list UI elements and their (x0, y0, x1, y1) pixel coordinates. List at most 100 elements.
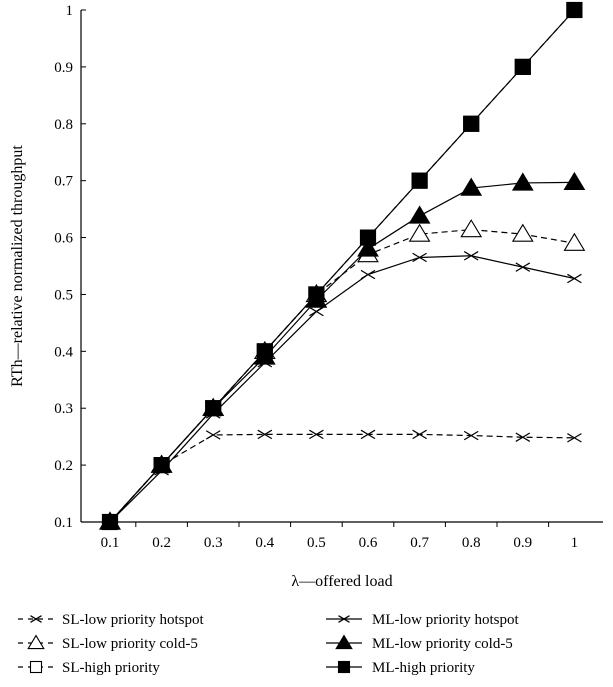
marker-stroke (463, 251, 479, 261)
data-point (567, 273, 582, 284)
marker-stroke (309, 306, 324, 317)
legend-label: SL-low priority hotspot (62, 612, 204, 628)
marker-stroke (567, 433, 582, 443)
data-point (463, 251, 479, 261)
y-ticks: 0.1 0.2 0.3 0.4 0.5 0.6 0.7 0.8 0.9 1 (54, 3, 86, 531)
x-tick-label: 1 (571, 535, 579, 551)
marker-stroke (515, 432, 531, 442)
legend-marker (30, 615, 42, 623)
data-point (514, 58, 531, 75)
data-point (408, 223, 431, 242)
y-tick-label: 0.7 (54, 174, 73, 190)
y-tick-label: 0.4 (54, 344, 73, 360)
legend-marker (27, 634, 45, 650)
marker-stroke (463, 430, 479, 441)
x-tick-label: 0.3 (204, 535, 223, 551)
y-tick-label: 0.3 (54, 401, 73, 417)
data-point (359, 229, 377, 246)
legend: SL-low priority hotspot SL-low priority c… (18, 612, 519, 676)
data-point (563, 171, 586, 191)
legend-label: ML-low priority cold-5 (372, 636, 513, 652)
y-axis-title: RTh—relative normalized throughput (9, 145, 26, 387)
x-tick-label: 0.4 (255, 535, 274, 551)
data-point (205, 400, 222, 417)
data-point (563, 232, 586, 251)
legend-item: SL-high priority (18, 660, 160, 676)
data-point (360, 429, 376, 440)
marker-stroke (30, 615, 42, 623)
marker-stroke (567, 273, 582, 284)
marker-stroke (360, 269, 376, 280)
data-point (360, 269, 376, 280)
x-tick-label: 0.9 (513, 535, 532, 551)
y-tick-label: 0.5 (54, 287, 73, 303)
data-point (309, 306, 324, 317)
legend-item: ML-low priority hotspot (326, 612, 519, 628)
data-point (153, 457, 170, 474)
data-point (357, 238, 379, 257)
legend-item: ML-high priority (326, 660, 475, 676)
x-tick-label: 0.5 (307, 535, 326, 551)
y-tick-label: 0.6 (54, 231, 73, 247)
data-point (463, 115, 480, 132)
data-point (515, 432, 531, 442)
data-point (567, 433, 582, 443)
data-point (308, 286, 325, 303)
legend-label: SL-high priority (62, 660, 160, 676)
data-point (463, 430, 479, 441)
marker-stroke (412, 429, 427, 440)
data-point (256, 343, 273, 360)
x-tick-label: 0.7 (410, 535, 429, 551)
data-point (515, 262, 531, 272)
legend-marker (335, 634, 353, 650)
x-ticks: 0.1 0.2 0.3 0.4 0.5 0.6 0.7 0.8 0.9 1 (101, 522, 579, 551)
x-tick-label: 0.8 (462, 535, 481, 551)
data-point (511, 223, 534, 242)
data-point (309, 429, 324, 440)
data-point (460, 219, 483, 238)
series-markers (99, 1, 586, 531)
data-point (412, 252, 427, 263)
series-line (109, 433, 575, 523)
marker-stroke (257, 429, 273, 440)
legend-marker (29, 660, 43, 674)
series-line (109, 181, 575, 523)
y-tick-label: 0.8 (54, 117, 73, 133)
data-point (257, 429, 273, 440)
legend-label: ML-high priority (372, 660, 475, 676)
marker-stroke (309, 429, 324, 440)
marker-stroke (360, 429, 376, 440)
x-tick-label: 0.2 (152, 535, 171, 551)
x-tick-label: 0.1 (101, 535, 120, 551)
y-tick-label: 0.2 (54, 458, 73, 474)
series-line (109, 9, 575, 523)
legend-label: SL-low priority cold-5 (62, 636, 198, 652)
data-point (566, 1, 583, 19)
data-point (511, 172, 534, 191)
marker-stroke (338, 615, 350, 623)
x-tick-label: 0.6 (359, 535, 378, 551)
data-point (205, 430, 221, 440)
marker-stroke (205, 430, 221, 440)
y-tick-label: 0.9 (54, 60, 73, 76)
data-point (101, 513, 119, 531)
series-line (109, 228, 575, 523)
data-point (408, 205, 431, 224)
legend-label: ML-low priority hotspot (372, 612, 519, 628)
legend-item: SL-low priority cold-5 (18, 634, 198, 652)
legend-marker (338, 615, 350, 623)
x-axis-title: λ—offered load (291, 573, 392, 590)
y-tick-label: 1 (66, 3, 74, 19)
y-tick-label: 0.1 (54, 515, 73, 531)
marker-stroke (412, 252, 427, 263)
legend-item: ML-low priority cold-5 (326, 634, 513, 652)
marker-stroke (515, 262, 531, 272)
legend-item: SL-low priority hotspot (18, 612, 204, 628)
data-point (411, 172, 428, 189)
series-lines (109, 9, 575, 523)
legend-marker (337, 660, 351, 674)
data-point (412, 429, 427, 440)
series-line (109, 255, 575, 523)
data-point (460, 177, 483, 196)
